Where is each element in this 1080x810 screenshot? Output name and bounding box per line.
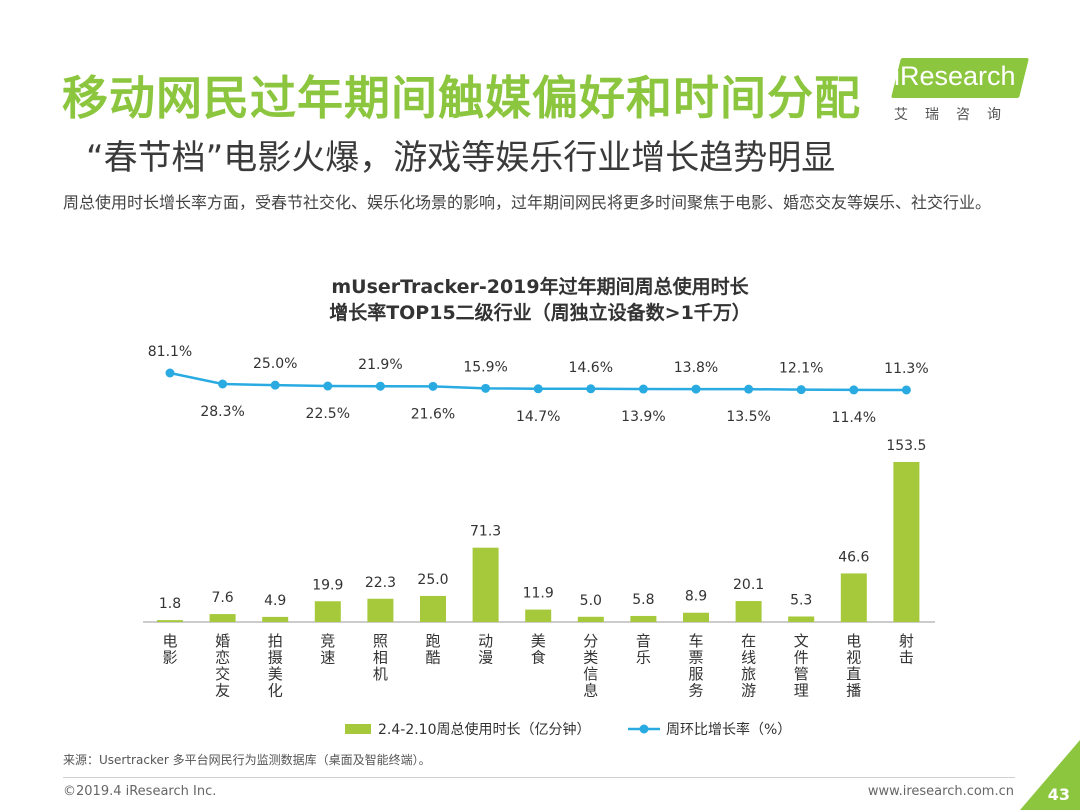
legend-line-marker bbox=[639, 724, 649, 734]
growth-point-14 bbox=[901, 385, 911, 395]
legend-line-label: 周环比增长率（%） bbox=[666, 721, 791, 738]
category-label-5: 跑酷 bbox=[425, 632, 440, 667]
category-label-9: 音乐 bbox=[636, 632, 651, 667]
bar-11 bbox=[735, 601, 762, 622]
bar-13 bbox=[840, 573, 867, 622]
growth-label-6: 15.9% bbox=[463, 359, 507, 375]
growth-label-13: 11.4% bbox=[832, 410, 876, 426]
bar-label-6: 71.3 bbox=[470, 524, 501, 540]
legend-bar-swatch bbox=[345, 724, 371, 734]
growth-label-9: 13.9% bbox=[621, 409, 665, 425]
bar-14 bbox=[893, 462, 920, 622]
category-label-6: 动漫 bbox=[478, 632, 493, 667]
bar-5 bbox=[420, 595, 446, 622]
bar-label-1: 7.6 bbox=[211, 590, 233, 606]
bar-12 bbox=[788, 616, 815, 622]
growth-point-8 bbox=[586, 384, 596, 394]
legend-bar-label: 2.4-2.10周总使用时长（亿分钟） bbox=[378, 721, 591, 738]
growth-label-12: 12.1% bbox=[779, 361, 823, 377]
bar-10 bbox=[683, 612, 709, 622]
page-number: 43 bbox=[1047, 785, 1070, 804]
category-label-10: 车票服务 bbox=[688, 632, 703, 700]
bar-9 bbox=[630, 615, 657, 622]
growth-label-14: 11.3% bbox=[884, 361, 928, 377]
bar-0 bbox=[157, 620, 183, 622]
page-subtitle: “春节档”电影火爆，游戏等娱乐行业增长趋势明显 bbox=[86, 138, 836, 178]
growth-label-0: 81.1% bbox=[148, 344, 192, 360]
bar-label-4: 22.3 bbox=[365, 575, 396, 591]
growth-point-9 bbox=[638, 384, 648, 394]
category-label-3: 竞速 bbox=[320, 632, 335, 667]
growth-point-3 bbox=[323, 381, 333, 391]
category-label-13: 电视直播 bbox=[846, 632, 861, 700]
growth-label-11: 13.5% bbox=[726, 409, 770, 425]
bar-label-0: 1.8 bbox=[159, 596, 181, 612]
growth-point-4 bbox=[375, 381, 385, 391]
category-label-0: 电影 bbox=[162, 632, 177, 667]
growth-point-6 bbox=[481, 383, 491, 393]
bar-label-14: 153.5 bbox=[886, 438, 926, 454]
bar-label-13: 46.6 bbox=[838, 549, 869, 565]
growth-point-1 bbox=[218, 379, 228, 389]
growth-point-5 bbox=[428, 381, 438, 391]
chart-title-line1: mUserTracker-2019年过年期间周总使用时长 bbox=[331, 276, 749, 298]
growth-point-7 bbox=[533, 384, 543, 394]
bar-label-5: 25.0 bbox=[417, 572, 448, 588]
growth-label-4: 21.9% bbox=[358, 357, 402, 373]
bar-6 bbox=[472, 547, 499, 622]
growth-point-12 bbox=[796, 385, 806, 395]
bar-3 bbox=[314, 601, 341, 622]
bar-label-8: 5.0 bbox=[580, 593, 602, 609]
growth-point-11 bbox=[744, 384, 754, 394]
growth-label-2: 25.0% bbox=[253, 356, 297, 372]
bar-4 bbox=[367, 598, 394, 622]
growth-label-8: 14.6% bbox=[569, 360, 613, 376]
bar-label-11: 20.1 bbox=[733, 577, 764, 593]
growth-point-2 bbox=[270, 380, 280, 390]
category-label-1: 婚恋交友 bbox=[215, 632, 230, 700]
growth-label-3: 22.5% bbox=[306, 406, 350, 422]
page-title: 移动网民过年期间触媒偏好和时间分配 bbox=[62, 71, 861, 125]
growth-label-7: 14.7% bbox=[516, 409, 560, 425]
bar-label-12: 5.3 bbox=[790, 592, 812, 608]
logo-cn-name: 艾瑞咨询 bbox=[894, 107, 1018, 123]
source-note: 来源：Usertracker 多平台网民行为监测数据库（桌面及智能终端）。 bbox=[63, 753, 431, 767]
category-label-14: 射击 bbox=[899, 632, 914, 667]
corner-accent bbox=[1020, 740, 1080, 810]
category-label-11: 在线旅游 bbox=[741, 632, 756, 700]
bar-label-10: 8.9 bbox=[685, 589, 707, 605]
category-label-4: 照相机 bbox=[373, 632, 388, 683]
growth-point-10 bbox=[691, 384, 701, 394]
bar-label-9: 5.8 bbox=[632, 592, 654, 608]
bar-label-7: 11.9 bbox=[523, 586, 554, 602]
growth-label-5: 21.6% bbox=[411, 406, 455, 422]
growth-label-1: 28.3% bbox=[200, 404, 244, 420]
bar-8 bbox=[577, 616, 604, 622]
bar-label-3: 19.9 bbox=[312, 577, 343, 593]
logo-wordmark: iResearch bbox=[894, 61, 1016, 91]
website-text: www.iresearch.com.cn bbox=[867, 784, 1014, 799]
copyright-text: ©2019.4 iResearch Inc. bbox=[63, 784, 217, 799]
bar-2 bbox=[262, 616, 289, 622]
category-label-8: 分类信息 bbox=[583, 632, 598, 700]
category-label-12: 文件管理 bbox=[794, 632, 809, 700]
growth-label-10: 13.8% bbox=[674, 360, 718, 376]
description-text: 周总使用时长增长率方面，受春节社交化、娱乐化场景的影响，过年期间网民将更多时间聚… bbox=[63, 193, 992, 212]
iresearch-logo: iResearch 艾瑞咨询 bbox=[886, 58, 1029, 128]
category-label-2: 拍摄美化 bbox=[268, 632, 283, 700]
chart-title-line2: 增长率TOP15二级行业（周独立设备数>1千万） bbox=[329, 302, 751, 324]
category-label-7: 美食 bbox=[531, 632, 546, 667]
growth-point-0 bbox=[165, 368, 175, 378]
bar-1 bbox=[209, 614, 236, 622]
bar-7 bbox=[525, 609, 552, 622]
footer-divider bbox=[63, 777, 1015, 778]
bar-label-2: 4.9 bbox=[264, 593, 286, 609]
growth-point-13 bbox=[849, 385, 859, 395]
